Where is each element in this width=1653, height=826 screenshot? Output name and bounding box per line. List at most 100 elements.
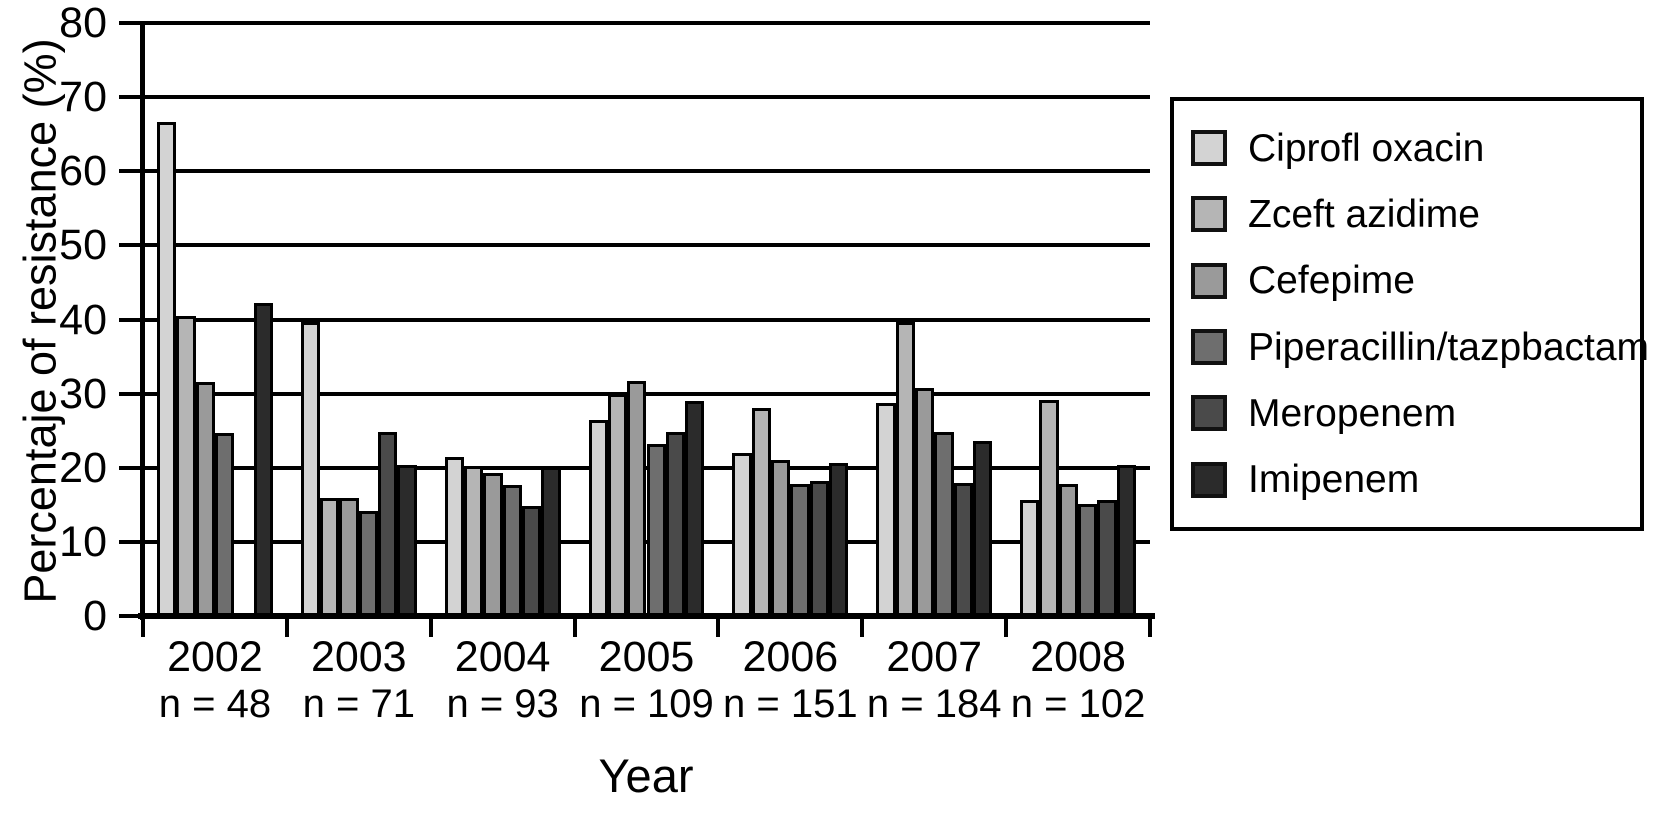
year-label: 2006 (742, 633, 839, 681)
legend-label: Ciprofl oxacin (1248, 126, 1485, 170)
year-label: 2007 (886, 633, 983, 681)
y-axis-tick (119, 169, 143, 174)
x-axis-title: Year (598, 749, 694, 802)
legend-item: Ciprofl oxacin (1191, 129, 1634, 168)
bar (176, 315, 196, 616)
legend: Ciprofl oxacin Zceft azidime Cefepime Piper… (1170, 97, 1649, 531)
y-axis-line (140, 21, 145, 620)
bar (214, 432, 235, 616)
bar (771, 460, 791, 616)
year-label: 2003 (310, 633, 407, 681)
legend-swatch-icon (1191, 329, 1227, 366)
bar (157, 122, 177, 616)
bar (627, 381, 647, 616)
legend-label: Imipenem (1248, 458, 1420, 502)
y-tick-label: 30 (59, 369, 107, 418)
bar (1097, 500, 1117, 616)
gridline (143, 21, 1150, 25)
y-tick-label: 80 (59, 0, 107, 47)
n-label: n = 93 (446, 682, 559, 726)
bar (300, 321, 321, 616)
bar (1078, 504, 1098, 616)
bar (751, 407, 772, 616)
bar (828, 462, 849, 616)
x-axis-line (138, 613, 1155, 619)
bar (397, 464, 417, 616)
legend-item: Piperacillin/tazpbactam (1191, 328, 1649, 367)
bar (809, 481, 829, 616)
year-label: 2004 (454, 633, 551, 681)
year-label: 2008 (1030, 633, 1126, 681)
y-axis-tick (119, 614, 143, 618)
n-label: n = 151 (723, 682, 858, 726)
gridline (143, 169, 1150, 174)
bar (502, 484, 522, 616)
legend-swatch-icon (1191, 196, 1227, 233)
n-label: n = 48 (158, 682, 272, 726)
y-tick-label: 60 (59, 147, 107, 196)
bar (895, 321, 915, 616)
y-tick-label: 40 (59, 295, 107, 344)
bar (444, 456, 465, 616)
bar (464, 465, 484, 616)
bar (876, 403, 896, 616)
legend-swatch-icon (1191, 461, 1227, 498)
y-tick-label: 10 (59, 517, 107, 566)
x-axis-tick (284, 616, 289, 637)
n-label: n = 109 (579, 682, 714, 726)
bar (521, 505, 542, 616)
legend-label: Cefepime (1248, 259, 1415, 303)
legend-item: Meropenem (1191, 394, 1634, 433)
y-tick-label: 50 (59, 221, 107, 270)
x-axis-tick (860, 616, 865, 637)
bar (732, 452, 752, 616)
bar (588, 419, 608, 616)
x-axis-tick (1148, 616, 1152, 637)
legend-label: Meropenem (1248, 391, 1457, 435)
bar (685, 401, 705, 616)
bar (953, 482, 973, 616)
year-label: 2005 (598, 633, 695, 681)
bar (646, 444, 666, 616)
bar (972, 441, 993, 616)
legend-label: Piperacillin/tazpbactam (1248, 325, 1650, 369)
bar (195, 381, 215, 616)
bar (607, 393, 628, 616)
x-axis-tick (141, 616, 145, 637)
bar (1058, 484, 1079, 616)
gridline (143, 391, 1150, 396)
y-axis-tick (119, 21, 143, 25)
bar (1039, 400, 1059, 616)
n-label: n = 184 (866, 682, 1002, 726)
y-axis-tick (119, 539, 143, 544)
n-label: n = 102 (1010, 682, 1146, 726)
y-axis-tick (119, 465, 143, 470)
legend-item: Cefepime (1191, 261, 1634, 300)
y-tick-label: 20 (59, 443, 107, 492)
legend-label: Zceft azidime (1248, 192, 1480, 236)
n-label: n = 71 (302, 682, 415, 726)
bar (665, 432, 686, 616)
bar (934, 432, 954, 616)
legend-item: Imipenem (1191, 460, 1634, 499)
legend-swatch-icon (1191, 130, 1227, 167)
bar (378, 432, 398, 616)
y-axis-tick (119, 317, 143, 322)
year-label: 2002 (167, 633, 263, 681)
bar (320, 498, 340, 616)
bar (1116, 464, 1136, 616)
bar (339, 498, 359, 616)
x-axis-tick (716, 616, 721, 637)
bar (790, 484, 810, 616)
bar (541, 467, 561, 616)
x-axis-tick (428, 616, 433, 637)
gridline (143, 317, 1150, 322)
gridline (143, 95, 1150, 100)
y-tick-label: 70 (59, 73, 107, 122)
bar (483, 472, 503, 616)
y-axis-tick (119, 95, 143, 100)
y-tick-label: 0 (83, 592, 107, 640)
x-axis-tick (1004, 616, 1009, 637)
x-axis-tick (572, 616, 577, 637)
